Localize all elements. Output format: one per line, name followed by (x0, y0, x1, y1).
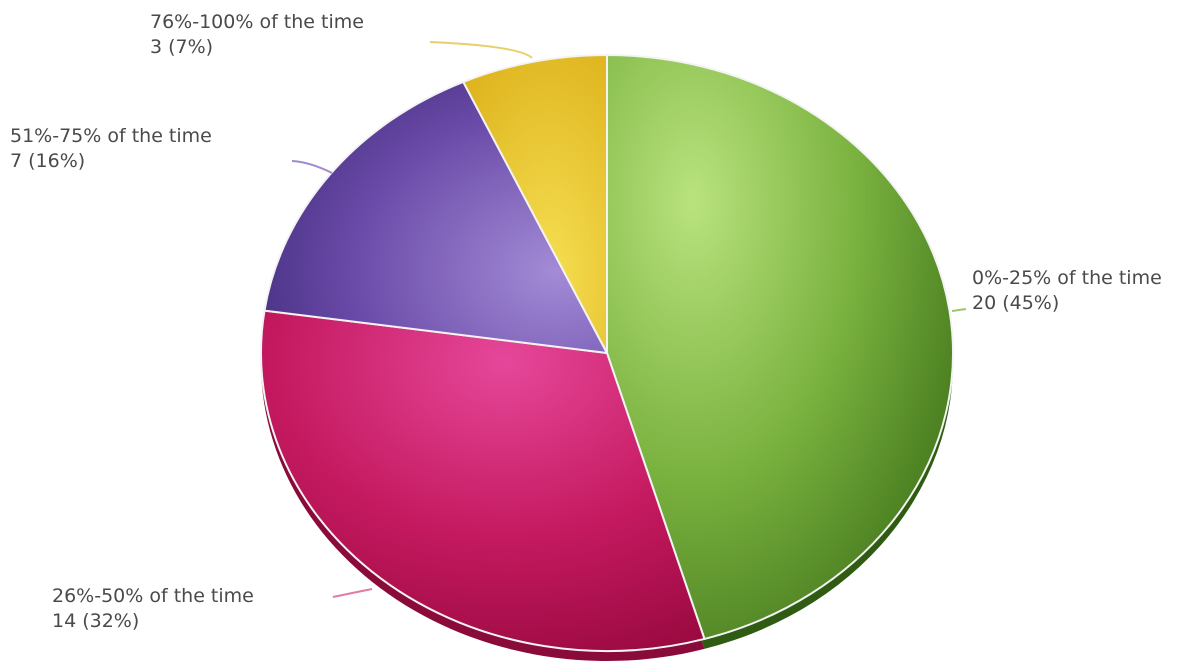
slice-label-51-75: 51%-75% of the time 7 (16%) (10, 124, 212, 174)
slice-26-50-leader-line (332, 588, 373, 598)
slice-category-label: 0%-25% of the time (972, 267, 1162, 289)
slice-value-label: 14 (32%) (52, 610, 140, 632)
slice-category-label: 26%-50% of the time (52, 585, 254, 607)
slice-51-75-leader-line (291, 160, 333, 174)
slice-26-50 (260, 309, 706, 652)
slice-value-label: 3 (7%) (150, 36, 214, 58)
slice-51-75 (263, 80, 608, 354)
pie-slices (260, 54, 954, 652)
slice-label-0-25: 0%-25% of the time 20 (45%) (972, 266, 1162, 316)
slice-76-100-leader-line (429, 41, 533, 59)
slice-value-label: 20 (45%) (972, 292, 1060, 314)
slice-category-label: 76%-100% of the time (150, 11, 364, 33)
slice-0-25 (606, 54, 954, 640)
slice-category-label: 51%-75% of the time (10, 125, 212, 147)
slice-0-25-leader-line (951, 308, 967, 312)
slice-value-label: 7 (16%) (10, 150, 86, 172)
slice-label-76-100: 76%-100% of the time 3 (7%) (150, 10, 364, 60)
leader-lines (291, 41, 967, 598)
slice-76-100 (462, 54, 608, 354)
slice-label-26-50: 26%-50% of the time 14 (32%) (52, 584, 254, 634)
